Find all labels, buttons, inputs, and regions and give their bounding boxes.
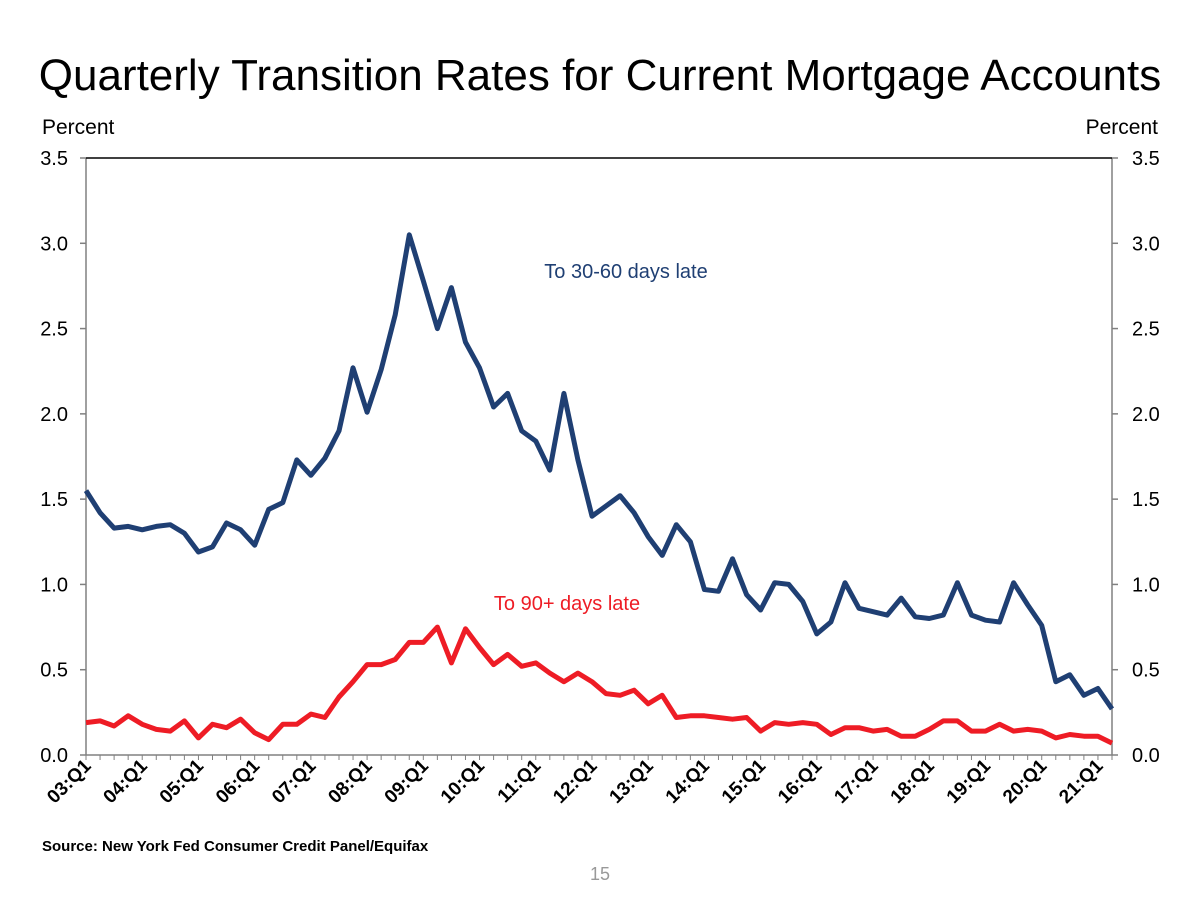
- x-tick-label: 20:Q1: [999, 755, 1051, 807]
- y-tick-label-left: 3.5: [40, 148, 68, 170]
- x-tick-label: 21:Q1: [1055, 755, 1107, 807]
- annotation-90-plus-days-late: To 90+ days late: [494, 593, 640, 615]
- y-tick-label-right: 3.5: [1132, 148, 1160, 170]
- x-tick-label: 18:Q1: [887, 755, 939, 807]
- chart-series: [83, 232, 1115, 746]
- x-tick-label: 07:Q1: [268, 755, 320, 807]
- x-tick-label: 11:Q1: [494, 755, 546, 807]
- y-tick-label-left: 0.5: [40, 660, 68, 682]
- y-tick-label-left: 0.0: [40, 745, 68, 767]
- y-tick-label-right: 0.0: [1132, 745, 1160, 767]
- source-note: Source: New York Fed Consumer Credit Pan…: [42, 838, 429, 855]
- x-tick-label: 14:Q1: [662, 755, 714, 807]
- x-tick-label: 05:Q1: [156, 755, 208, 807]
- x-tick-label: 10:Q1: [437, 755, 489, 807]
- x-tick-label: 13:Q1: [606, 755, 658, 807]
- y-axis-label-left: Percent: [42, 116, 115, 139]
- x-tick-label: 04:Q1: [100, 755, 152, 807]
- x-tick-label: 09:Q1: [381, 755, 433, 807]
- y-tick-label-right: 1.0: [1132, 574, 1160, 596]
- y-tick-label-right: 3.0: [1132, 233, 1160, 255]
- y-tick-label-right: 1.5: [1132, 489, 1160, 511]
- x-tick-label: 17:Q1: [830, 755, 882, 807]
- chart-annotations: To 30-60 days late To 90+ days late: [494, 261, 708, 615]
- annotation-30-60-days-late: To 30-60 days late: [544, 261, 707, 283]
- y-tick-label-left: 3.0: [40, 233, 68, 255]
- series-line-30-60-days-late: [83, 232, 1115, 711]
- y-tick-label-right: 2.5: [1132, 319, 1160, 341]
- y-tick-label-left: 1.5: [40, 489, 68, 511]
- y-tick-label-right: 2.0: [1132, 404, 1160, 426]
- x-tick-label: 08:Q1: [324, 755, 376, 807]
- y-tick-label-left: 2.0: [40, 404, 68, 426]
- x-tick-label: 16:Q1: [774, 755, 826, 807]
- page-number: 15: [589, 864, 611, 884]
- chart-axes: 0.0 0.0 0.5 0.5 1.0 1.0 1.5 1.5 2.0 2.0 2.5 2.5 3.0 3…: [40, 148, 1160, 808]
- chart-title: Quarterly Transition Rates for Current M…: [38, 51, 1162, 100]
- x-tick-label: 19:Q1: [943, 755, 995, 807]
- x-tick-label: 15:Q1: [718, 755, 770, 807]
- series-line-90-plus-days-late: [85, 624, 1114, 746]
- y-tick-label-left: 1.0: [40, 574, 68, 596]
- x-tick-label: 12:Q1: [549, 755, 601, 807]
- x-tick-label: 06:Q1: [212, 755, 264, 807]
- y-axis-label-right: Percent: [1085, 116, 1158, 139]
- y-tick-label-left: 2.5: [40, 319, 68, 341]
- y-tick-label-right: 0.5: [1132, 660, 1160, 682]
